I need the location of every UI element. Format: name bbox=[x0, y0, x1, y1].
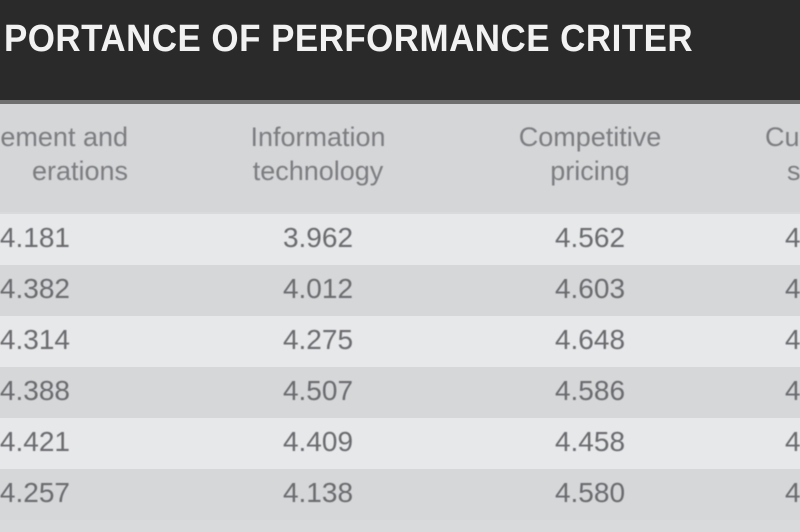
table-cell: 4.586 bbox=[554, 375, 626, 406]
table-row: 4.382 4.012 4.603 4 bbox=[0, 265, 800, 316]
header-line: Competitive bbox=[518, 122, 662, 152]
table-cell: 4.388 bbox=[0, 375, 70, 406]
header-line: technology bbox=[252, 156, 384, 186]
header-line: pricing bbox=[550, 156, 630, 186]
table-cell: 4.603 bbox=[554, 273, 626, 304]
header-line: s bbox=[787, 156, 800, 186]
header-line: Cu bbox=[765, 122, 800, 152]
table-cell: 4.421 bbox=[0, 426, 70, 457]
table-cell: 4.648 bbox=[554, 324, 626, 355]
table-row: 4.388 4.507 4.586 4 bbox=[0, 367, 800, 418]
table-cell: 4.275 bbox=[282, 324, 354, 355]
table-cell: 4.181 bbox=[0, 222, 70, 253]
column-header-cropped: Cu s bbox=[765, 120, 800, 188]
table-row: 4.314 4.275 4.648 4 bbox=[0, 316, 800, 367]
table-cell: 4.012 bbox=[282, 273, 354, 304]
table-cell: 3.962 bbox=[282, 222, 354, 253]
table-cell: 4 bbox=[785, 222, 800, 253]
table-cell: 4.138 bbox=[282, 477, 354, 508]
table-cell: 4.458 bbox=[554, 426, 626, 457]
table-cell: 4.580 bbox=[554, 477, 626, 508]
table-cell: 4.562 bbox=[554, 222, 626, 253]
table-cell: 4 bbox=[785, 426, 800, 457]
table-header-row: ement and erations Information technolog… bbox=[0, 104, 800, 212]
table-row: 4.421 4.409 4.458 4 bbox=[0, 418, 800, 469]
column-header-competitive-pricing: Competitive pricing bbox=[505, 120, 675, 188]
table-cell: 4 bbox=[785, 477, 800, 508]
header-line: Information bbox=[250, 122, 386, 152]
table-title-bar: PORTANCE OF PERFORMANCE CRITER bbox=[0, 0, 800, 104]
table-cell: 4.409 bbox=[282, 426, 354, 457]
table-cell: 4.382 bbox=[0, 273, 70, 304]
table-cell: 4.314 bbox=[0, 324, 70, 355]
column-header-management-operations: ement and erations bbox=[0, 120, 128, 188]
table-row: 4.181 3.962 4.562 4 bbox=[0, 214, 800, 265]
table-cell: 4 bbox=[785, 324, 800, 355]
column-header-information-technology: Information technology bbox=[238, 120, 398, 188]
header-line: erations bbox=[31, 156, 128, 186]
table-row: 4.257 4.138 4.580 4 bbox=[0, 469, 800, 520]
table-title: PORTANCE OF PERFORMANCE CRITER bbox=[4, 18, 694, 60]
table-cell: 4.507 bbox=[282, 375, 354, 406]
table-cell: 4 bbox=[785, 375, 800, 406]
table-cell: 4 bbox=[785, 273, 800, 304]
header-line: ement and bbox=[0, 122, 128, 152]
table-cell: 4.257 bbox=[0, 477, 70, 508]
